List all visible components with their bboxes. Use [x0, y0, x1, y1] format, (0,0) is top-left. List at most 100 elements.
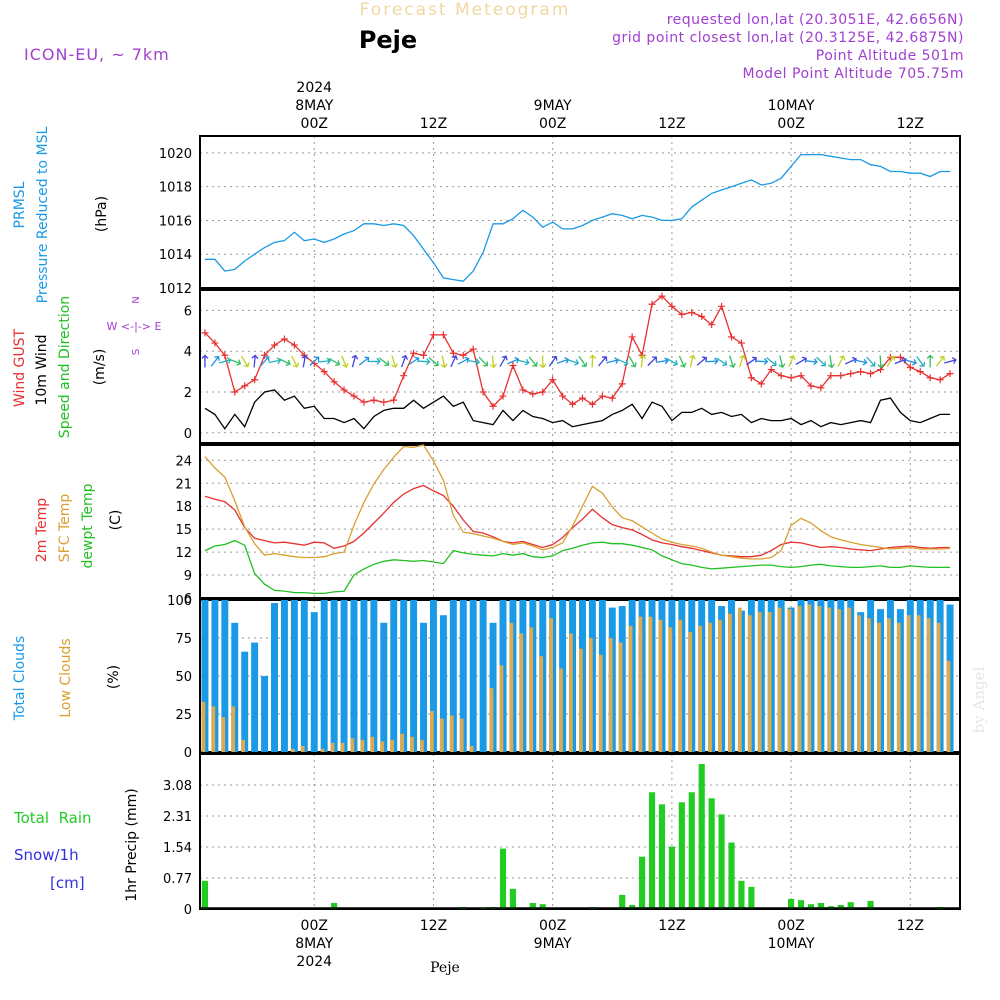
model-altitude: Model Point Altitude 705.75m: [743, 66, 964, 82]
low-clouds-bar: [708, 622, 712, 752]
total-clouds-bar: [410, 600, 418, 752]
wind-direction-arrow: [478, 356, 489, 367]
panel-frame: [199, 135, 961, 289]
total-clouds-bar: [231, 622, 239, 752]
wind-direction-arrow: [467, 358, 481, 366]
temperature-labels: 2m Temp SFC Temp dewpt Temp (C): [34, 483, 124, 568]
wind-direction-arrow: [655, 357, 669, 365]
y-tick-label: 15: [175, 523, 192, 538]
gust-marker: [926, 374, 934, 382]
y-tick-label: 1020: [159, 147, 192, 162]
low-clouds-bar: [519, 633, 524, 752]
gust-marker: [290, 341, 298, 349]
prmsl-label: PRMSL: [12, 181, 28, 228]
arrow-icon: [378, 357, 390, 367]
wind-direction-arrow: [904, 359, 917, 366]
total-clouds-bar: [360, 600, 368, 752]
point-altitude: Point Altitude 501m: [816, 48, 964, 64]
gust-marker: [678, 310, 686, 318]
low-clouds-bar: [211, 706, 216, 752]
arrow-icon: [578, 356, 588, 368]
arrow-icon: [877, 355, 885, 369]
total-clouds-bar: [340, 600, 348, 752]
arrow-icon: [391, 355, 399, 369]
sfc-temp-line: [204, 444, 951, 560]
total-clouds-bar: [469, 600, 477, 752]
arrow-icon: [358, 356, 370, 366]
gust-marker: [509, 361, 517, 369]
y-tick-label: 1012: [159, 282, 192, 297]
time-tick-label: 9MAY: [534, 98, 572, 114]
arrow-icon: [260, 356, 270, 367]
wind-direction-arrow: [417, 358, 431, 366]
rain-bar: [698, 764, 705, 909]
arrow-icon: [705, 357, 719, 365]
arrow-icon: [639, 354, 646, 368]
precip-labels: Total Rain Snow/1h [cm] 1hr Precip (mm): [13, 788, 140, 901]
gust-marker: [608, 394, 616, 402]
precip-axis-label: 1hr Precip (mm): [124, 788, 140, 901]
arrow-icon: [201, 354, 209, 368]
low-clouds-bar: [688, 631, 693, 752]
low-clouds-bar: [320, 748, 325, 752]
low-clouds-bar: [906, 615, 911, 752]
pressure-panel: 1012 1014 1016 1018 1020: [159, 135, 961, 297]
gust-marker: [380, 398, 388, 406]
total-clouds-bar: [300, 600, 308, 752]
arrow-icon: [616, 358, 629, 366]
gust-marker: [817, 384, 825, 392]
low-clouds-bar: [628, 625, 633, 752]
gust-marker: [350, 392, 358, 400]
total-clouds-bar: [201, 600, 209, 752]
rain-bar: [639, 856, 646, 909]
y-tick-label: 25: [175, 708, 192, 723]
arrow-icon: [804, 358, 818, 366]
time-tick-label: 12Z: [420, 116, 447, 132]
rain-bar: [529, 902, 536, 909]
gust-marker: [936, 376, 944, 384]
y-tick-label: 2.31: [163, 810, 192, 825]
wind-direction-arrow: [886, 355, 896, 367]
gridpoint-coords: grid point closest lon,lat (20.3125E, 42…: [612, 30, 964, 46]
time-tick-label: 00Z: [777, 918, 804, 934]
time-tick-label: 00Z: [301, 918, 328, 934]
rain-bar: [797, 900, 805, 909]
wind-direction-arrow: [507, 356, 520, 365]
low-clouds-bar: [946, 660, 951, 752]
low-clouds-bar: [837, 609, 842, 752]
arrow-icon: [628, 355, 637, 368]
low-clouds-bar: [817, 606, 822, 752]
y-tick-label: 2: [184, 386, 192, 401]
gust-marker: [747, 374, 755, 382]
wind-direction-arrow: [291, 355, 300, 368]
rain-bar: [509, 888, 517, 909]
rain-bar: [847, 902, 854, 909]
low-clouds-bar: [886, 618, 891, 752]
total-clouds-bar: [251, 642, 259, 752]
gust-marker: [728, 333, 736, 341]
low-clouds-bar: [439, 718, 444, 752]
wind-direction-arrow: [260, 356, 270, 367]
wind-direction-arrow: [301, 354, 309, 368]
low-clouds-bar: [747, 615, 752, 752]
arrow-icon: [318, 357, 332, 365]
clouds-labels: Total Clouds Low Clouds (%): [12, 636, 122, 721]
arrow-icon: [944, 357, 957, 364]
gust-marker: [201, 329, 209, 337]
wind-direction-arrow: [391, 355, 399, 369]
low-clouds-bar: [728, 613, 732, 752]
sfc-temp-label: SFC Temp: [57, 494, 73, 563]
wind-direction-arrow: [926, 354, 934, 368]
arrow-icon: [916, 356, 926, 367]
wind-direction-arrow: [716, 357, 728, 367]
gust-marker: [280, 335, 288, 343]
arrow-icon: [766, 357, 777, 367]
y-tick-label: 1014: [159, 248, 192, 263]
gust-marker: [708, 321, 716, 329]
wind-direction-arrow: [318, 357, 332, 365]
model-name: ICON-EU, ~ 7km: [24, 45, 170, 64]
wind-direction-arrow: [616, 358, 629, 366]
arrow-icon: [716, 357, 728, 367]
low-clouds-bar: [340, 742, 345, 752]
location-title: Peje: [359, 26, 417, 54]
